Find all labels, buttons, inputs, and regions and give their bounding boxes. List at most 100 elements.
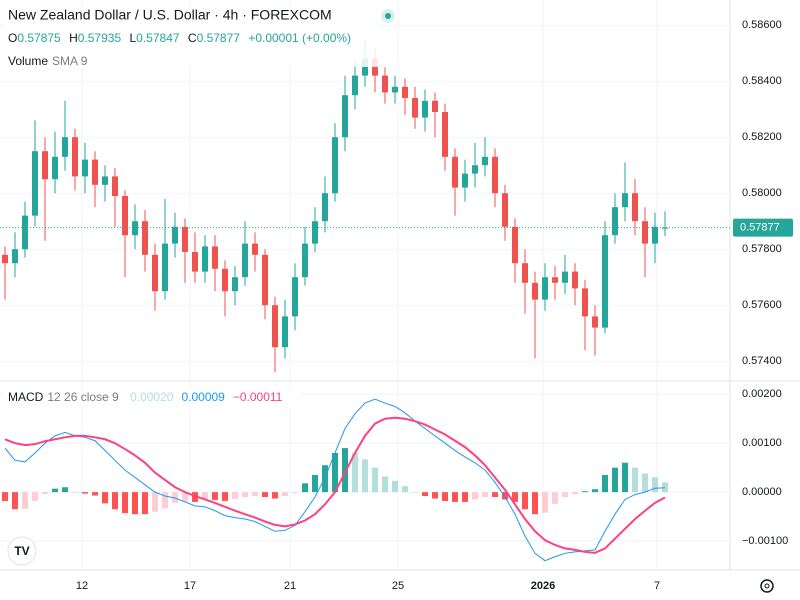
- candle-body: [532, 282, 538, 300]
- candle-body: [112, 176, 118, 196]
- x-tick-label: 2026: [531, 580, 555, 592]
- histogram-bar: [652, 477, 658, 493]
- histogram-bar: [362, 459, 368, 493]
- histogram-bar: [92, 492, 98, 496]
- candle-body: [662, 227, 668, 229]
- histogram-bar: [182, 492, 188, 502]
- candle-body: [562, 271, 568, 283]
- histogram-bar: [252, 492, 258, 497]
- status-dot: [385, 13, 391, 19]
- x-tick-label: 25: [392, 580, 404, 592]
- histogram-bar: [632, 467, 638, 493]
- histogram-bar: [302, 483, 308, 493]
- histogram-bar: [492, 492, 498, 498]
- candle-body: [172, 226, 178, 244]
- candle-body: [292, 277, 298, 317]
- volume-legend: Volume SMA 9: [8, 54, 88, 68]
- candle-body: [182, 226, 188, 252]
- candle-body: [482, 156, 488, 166]
- histogram-bar: [622, 462, 628, 493]
- candle-body: [362, 58, 368, 76]
- macd-line: [4, 398, 666, 562]
- y-tick-label: −0.00100: [742, 535, 788, 547]
- histogram-bar: [512, 492, 518, 502]
- histogram-bar: [132, 492, 138, 515]
- candle-body: [642, 221, 648, 244]
- candle-body: [572, 271, 578, 289]
- histogram-bar: [552, 492, 558, 504]
- tv-logo: TV: [7, 536, 37, 566]
- histogram-bar: [542, 492, 548, 513]
- candle-body: [342, 95, 348, 138]
- candle-body: [272, 305, 278, 348]
- y-tick-label: 0.58200: [742, 131, 782, 143]
- candle-body: [82, 159, 88, 177]
- histogram-bar: [502, 492, 508, 500]
- svg-text:TV: TV: [14, 544, 29, 558]
- x-tick-label: 12: [76, 580, 88, 592]
- candle-body: [212, 246, 218, 269]
- histogram-bar: [232, 492, 238, 499]
- histogram-bar: [62, 487, 68, 493]
- y-tick-label: 0.57400: [742, 355, 782, 367]
- histogram-bar: [152, 492, 158, 512]
- candle-body: [422, 100, 428, 118]
- last-price-box: [733, 218, 793, 237]
- settings-icon[interactable]: [760, 579, 774, 593]
- candle-body: [152, 254, 158, 292]
- y-tick-label: 0.57800: [742, 243, 782, 255]
- candle-body: [552, 277, 558, 283]
- candle-body: [22, 215, 28, 250]
- histogram-bar: [162, 492, 168, 509]
- histogram-bar: [442, 492, 448, 501]
- histogram-bar: [522, 492, 528, 510]
- histogram-bar: [122, 492, 128, 514]
- histogram-bar: [532, 492, 538, 515]
- histogram-bar: [342, 448, 348, 493]
- candle-body: [312, 221, 318, 244]
- histogram-bar: [262, 492, 268, 498]
- candle-body: [602, 235, 608, 328]
- macd-legend: MACD 12 26 close 9 0.00020 0.00009 −0.00011: [8, 390, 283, 404]
- x-tick-label: 7: [654, 580, 660, 592]
- candle-body: [192, 252, 198, 272]
- histogram-bar: [612, 467, 618, 493]
- histogram-bar: [372, 467, 378, 493]
- candle-body: [522, 263, 528, 283]
- candle-body: [2, 254, 8, 264]
- histogram-bar: [32, 492, 38, 501]
- candle-body: [322, 193, 328, 222]
- y-tick-label: 0.00200: [742, 388, 782, 400]
- candle-body: [32, 151, 38, 216]
- candle-body: [142, 221, 148, 255]
- histogram-bar: [422, 492, 428, 497]
- y-tick-label: 0.58600: [742, 19, 782, 31]
- candle-body: [652, 226, 658, 244]
- x-tick-label: 21: [284, 580, 296, 592]
- x-tick-label: 17: [184, 580, 196, 592]
- y-tick-label: 0.00000: [742, 486, 782, 498]
- candle-body: [382, 75, 388, 93]
- candle-body: [242, 243, 248, 278]
- histogram-bar: [72, 492, 78, 493]
- candle-body: [282, 316, 288, 348]
- histogram-bar: [52, 488, 58, 493]
- candle-body: [492, 156, 498, 194]
- candle-body: [202, 246, 208, 272]
- candle-body: [612, 207, 618, 236]
- candle-body: [132, 221, 138, 236]
- histogram-bar: [202, 492, 208, 500]
- candle-body: [332, 137, 338, 194]
- histogram-bar: [662, 482, 668, 493]
- candle-body: [302, 243, 308, 278]
- candle-body: [122, 196, 128, 236]
- candle-body: [92, 159, 98, 185]
- histogram-bar: [432, 492, 438, 499]
- histogram-bar: [272, 492, 278, 499]
- chart-title: New Zealand Dollar / U.S. Dollar · 4h · …: [8, 7, 332, 23]
- y-tick-label: 0.58000: [742, 187, 782, 199]
- y-tick-label: 0.00100: [742, 437, 782, 449]
- candle-body: [582, 288, 588, 317]
